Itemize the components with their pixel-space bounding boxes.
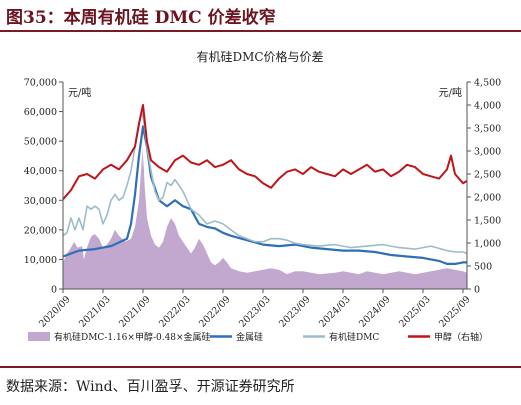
chart: 有机硅DMC价格与价差 元/吨 元/吨 0 10,000 20,000 30,000 4… (0, 34, 521, 364)
legend-label: 有机硅DMC (329, 331, 379, 343)
spread-area-layer (63, 147, 467, 289)
x-tick-label: 2020/09 (37, 294, 73, 330)
left-tick-label: 70,000 (24, 78, 57, 89)
right-tick-label: 0 (474, 285, 480, 296)
title-rule (0, 30, 521, 32)
data-source: 数据来源：Wind、百川盈孚、开源证券研究所 (6, 379, 295, 395)
x-tick-label: 2023/09 (277, 294, 313, 330)
legend-swatch (28, 332, 50, 341)
right-tick-label: 500 (474, 262, 492, 273)
legend: 有机硅DMC-1.16×甲醇-0.48×金属硅 金属硅 有机硅DMC 甲醇（右轴） (28, 331, 488, 343)
right-tick-label: 2,500 (474, 170, 501, 181)
legend-label: 金属硅 (236, 331, 263, 343)
right-tick-label: 1,500 (474, 216, 501, 227)
left-tick-label: 50,000 (24, 137, 57, 148)
right-tick-label: 4,500 (474, 78, 501, 89)
right-tick-label: 4,000 (474, 101, 501, 112)
legend-label: 甲醇（右轴） (434, 331, 488, 343)
right-tick-label: 2,000 (474, 193, 501, 204)
left-tick-label: 40,000 (24, 166, 57, 177)
legend-item-spread: 有机硅DMC-1.16×甲醇-0.48×金属硅 (28, 331, 211, 343)
left-tick-label: 0 (51, 285, 57, 296)
left-tick-label: 60,000 (24, 107, 57, 118)
figure-title: 图35：本周有机硅 DMC 价差收窄 (6, 8, 276, 28)
x-tick-label: 2023/03 (237, 294, 273, 330)
right-tick-label: 3,500 (474, 124, 501, 135)
series-methanol-line (62, 104, 468, 200)
x-tick-label: 2024/03 (317, 294, 353, 330)
left-tick-label: 10,000 (24, 255, 57, 266)
series-spread-area (63, 147, 467, 289)
left-tick-label: 30,000 (24, 196, 57, 207)
x-tick-label: 2025/03 (397, 294, 433, 330)
x-tick-label: 2024/09 (357, 294, 393, 330)
right-tick-label: 1,000 (474, 239, 501, 250)
x-tick-label: 2025/09 (437, 294, 473, 330)
legend-item-dmc: 有机硅DMC (303, 331, 379, 343)
legend-item-silicon-metal: 金属硅 (210, 331, 263, 343)
x-tick-label: 2021/03 (77, 294, 113, 330)
legend-label: 有机硅DMC-1.16×甲醇-0.48×金属硅 (54, 331, 211, 343)
left-tick-label: 20,000 (24, 225, 57, 236)
right-axis-unit: 元/吨 (439, 86, 462, 99)
x-tick-label: 2022/03 (157, 294, 193, 330)
series-lines-layer (62, 104, 468, 265)
right-tick-label: 3,000 (474, 147, 501, 158)
x-tick-label: 2022/09 (197, 294, 233, 330)
chart-title: 有机硅DMC价格与价差 (196, 49, 323, 64)
x-tick-label: 2021/09 (117, 294, 153, 330)
axes-layer: 0 10,000 20,000 30,000 40,000 50,000 60,000 70,… (24, 78, 501, 330)
series-silicon-metal-line (62, 125, 467, 265)
legend-item-methanol: 甲醇（右轴） (408, 331, 488, 343)
chart-svg: 有机硅DMC价格与价差 元/吨 元/吨 0 10,000 20,000 30,000 4… (24, 49, 501, 343)
left-axis-unit: 元/吨 (68, 86, 91, 99)
bottom-rule (0, 366, 521, 368)
series-dmc-line (62, 110, 468, 255)
